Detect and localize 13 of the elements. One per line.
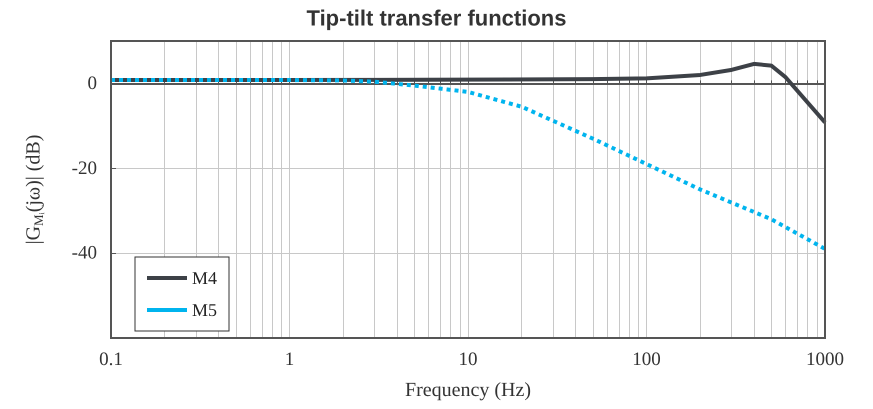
y-tick-label: -20 bbox=[72, 158, 97, 179]
legend-label: M5 bbox=[192, 300, 218, 320]
x-tick-label: 1000 bbox=[806, 349, 844, 370]
y-axis-title: |GMᵢ(jω)| (dB) bbox=[22, 134, 46, 244]
x-tick-label: 0.1 bbox=[99, 349, 123, 370]
x-tick-label: 100 bbox=[632, 349, 661, 370]
y-tick-label: -40 bbox=[72, 242, 97, 264]
x-tick-label: 1 bbox=[284, 349, 294, 370]
x-tick-label: 10 bbox=[458, 349, 478, 370]
x-axis-title: Frequency (Hz) bbox=[404, 379, 532, 401]
y-tick-label: 0 bbox=[88, 72, 97, 94]
chart-title: Tip-tilt transfer functions bbox=[306, 6, 566, 30]
legend-label: M4 bbox=[192, 268, 218, 288]
